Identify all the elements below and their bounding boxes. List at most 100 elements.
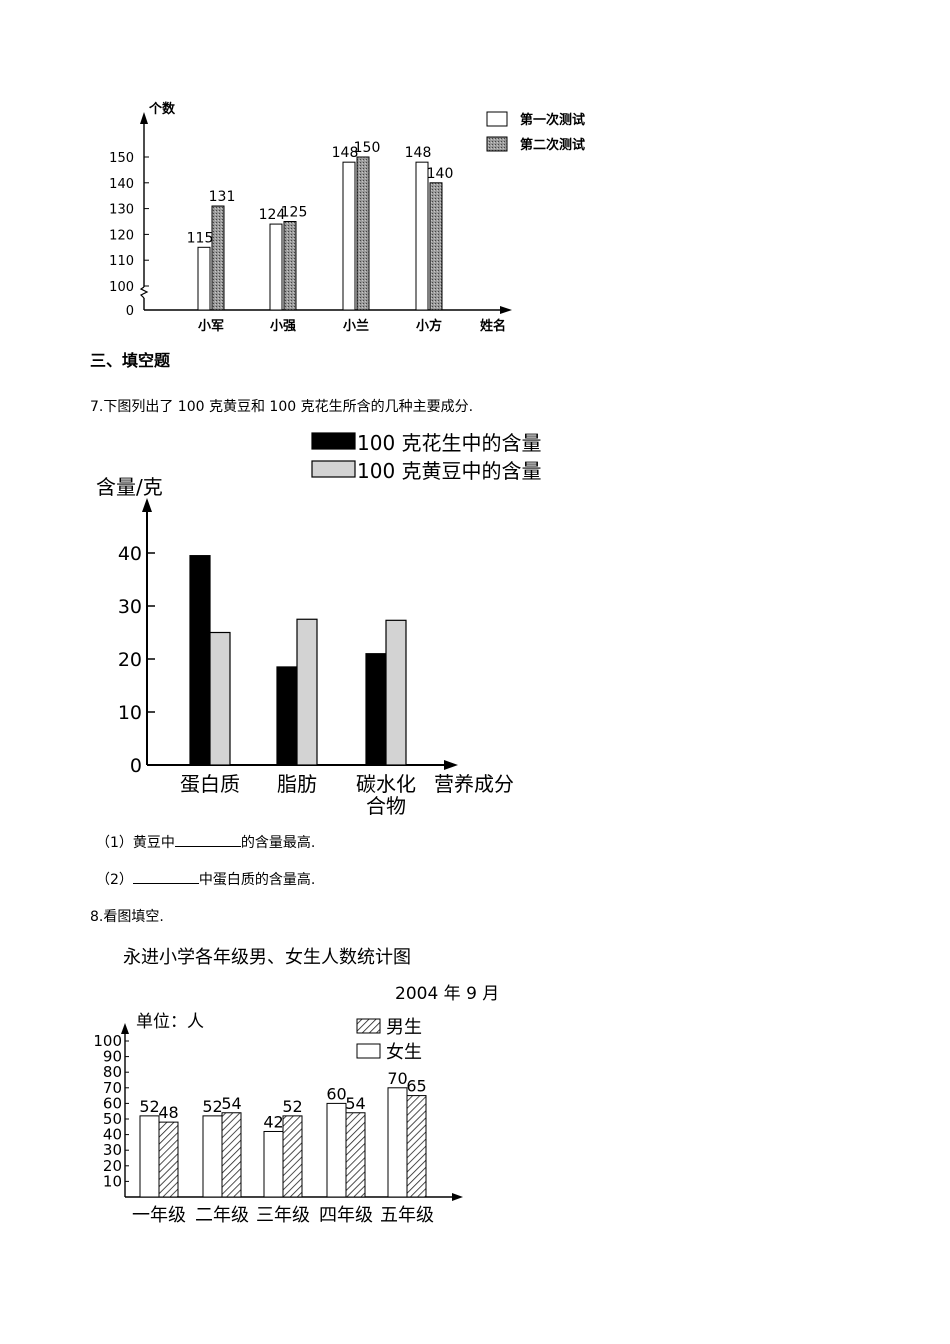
axis-break bbox=[139, 286, 149, 299]
data-label: 124 bbox=[259, 207, 286, 223]
bar-boys bbox=[406, 1095, 427, 1198]
bar-soybean bbox=[209, 631, 231, 766]
data-label: 65 bbox=[406, 1077, 426, 1096]
unit-label: 单位：人 bbox=[136, 1012, 204, 1032]
y-tick-label: 50 bbox=[103, 1110, 122, 1128]
data-label: 148 bbox=[405, 145, 432, 161]
x-tick-label: 蛋白质 bbox=[180, 772, 240, 796]
y-tick-label: 90 bbox=[103, 1048, 122, 1066]
y-tick-label: 10 bbox=[118, 702, 142, 724]
y-tick-label: 40 bbox=[118, 543, 142, 565]
x-axis-label: 营养成分 bbox=[434, 772, 514, 796]
bar-first-test bbox=[269, 223, 283, 311]
question-8-stem: 8.看图填空. bbox=[90, 909, 164, 925]
x-tick-label: 一年级 bbox=[132, 1205, 186, 1226]
x-tick-label: 碳水化 bbox=[356, 772, 416, 796]
data-label: 54 bbox=[221, 1094, 241, 1113]
legend-swatch bbox=[311, 432, 356, 450]
y-axis-label: 含量/克 bbox=[96, 475, 163, 499]
data-label: 48 bbox=[158, 1103, 178, 1122]
x-tick-label: 小兰 bbox=[343, 318, 369, 334]
bar-second-test bbox=[356, 156, 370, 311]
bar-soybean bbox=[385, 619, 407, 766]
y-tick-label: 20 bbox=[103, 1157, 122, 1175]
bar-girls bbox=[326, 1102, 347, 1198]
data-label: 52 bbox=[202, 1097, 222, 1116]
x-axis-arrow bbox=[500, 306, 512, 314]
legend-swatch bbox=[311, 460, 356, 478]
question-7-sub2-suffix: 中蛋白质的含量高. bbox=[198, 872, 316, 888]
y-tick-label: 100 bbox=[109, 280, 134, 295]
chart-title: 永进小学各年级男、女生人数统计图 bbox=[123, 947, 411, 968]
legend-label: 第二次测试 bbox=[520, 137, 585, 153]
x-tick-label: 二年级 bbox=[195, 1205, 249, 1226]
y-axis-arrow bbox=[142, 498, 152, 512]
bar-boys bbox=[221, 1112, 242, 1198]
bar-girls bbox=[263, 1130, 284, 1198]
data-label: 54 bbox=[345, 1094, 365, 1113]
legend-label: 女生 bbox=[386, 1042, 422, 1063]
bar-boys bbox=[158, 1121, 179, 1198]
y-tick-label: 120 bbox=[109, 228, 134, 243]
data-label: 52 bbox=[139, 1097, 159, 1116]
y-tick-label: 140 bbox=[109, 177, 134, 192]
x-tick-label: 小强 bbox=[270, 319, 296, 334]
y-tick-label: 150 bbox=[109, 151, 134, 166]
legend-swatch bbox=[486, 136, 508, 152]
x-axis-arrow bbox=[444, 760, 458, 770]
y-tick-label: 0 bbox=[126, 304, 134, 319]
legend-label: 男生 bbox=[386, 1017, 422, 1038]
question-7-sub1-suffix: 的含量最高. bbox=[240, 835, 316, 851]
data-label: 131 bbox=[209, 189, 236, 205]
y-tick-label: 130 bbox=[109, 203, 134, 218]
answer-blank-2[interactable] bbox=[132, 869, 199, 884]
y-tick-label: 80 bbox=[103, 1063, 122, 1081]
question-7-sub1: （1）黄豆中 的含量最高. bbox=[96, 832, 315, 852]
bar-girls bbox=[387, 1087, 408, 1198]
y-tick-label: 0 bbox=[130, 755, 142, 777]
bar-second-test bbox=[429, 182, 443, 311]
data-label: 150 bbox=[354, 140, 381, 156]
bar-first-test bbox=[342, 161, 356, 311]
bar-soybean bbox=[296, 618, 318, 766]
data-label: 70 bbox=[387, 1069, 407, 1088]
answer-blank-1[interactable] bbox=[174, 832, 241, 847]
question-7-sub2-prefix: （2） bbox=[96, 872, 133, 888]
bar-peanut bbox=[365, 653, 387, 766]
bar-second-test bbox=[211, 205, 225, 311]
data-label: 140 bbox=[427, 166, 454, 182]
x-axis-label: 姓名 bbox=[479, 318, 506, 334]
chart-subtitle: 2004 年 9 月 bbox=[395, 984, 499, 1004]
question-7-sub1-prefix: （1）黄豆中 bbox=[96, 835, 175, 851]
x-tick-label: 合物 bbox=[366, 794, 406, 818]
bar-second-test bbox=[283, 221, 297, 311]
data-label: 148 bbox=[332, 145, 359, 161]
bar-peanut bbox=[276, 666, 298, 766]
question-7-stem: 7.下图列出了 100 克黄豆和 100 克花生所含的几种主要成分. bbox=[90, 399, 474, 415]
x-axis-arrow bbox=[452, 1193, 463, 1201]
x-tick-label: 小军 bbox=[198, 319, 224, 334]
legend-swatch bbox=[356, 1018, 381, 1034]
bar-girls bbox=[139, 1115, 160, 1198]
legend-label: 100 克花生中的含量 bbox=[357, 431, 542, 455]
bar-boys bbox=[345, 1112, 366, 1198]
legend-label: 100 克黄豆中的含量 bbox=[357, 459, 542, 483]
y-tick-label: 20 bbox=[118, 649, 142, 671]
x-tick-label: 五年级 bbox=[380, 1205, 434, 1226]
bar-boys bbox=[282, 1115, 303, 1198]
data-label: 115 bbox=[187, 230, 214, 246]
y-tick-label: 70 bbox=[103, 1079, 122, 1097]
x-tick-label: 脂肪 bbox=[277, 772, 317, 796]
y-axis-label: 个数 bbox=[148, 101, 176, 117]
y-tick-label: 60 bbox=[103, 1094, 122, 1112]
y-tick-label: 30 bbox=[103, 1141, 122, 1159]
question-7-sub2: （2） 中蛋白质的含量高. bbox=[96, 869, 315, 889]
legend-swatch bbox=[486, 111, 508, 127]
bar-girls bbox=[202, 1115, 223, 1198]
y-tick-label: 110 bbox=[109, 254, 134, 269]
data-label: 42 bbox=[263, 1112, 283, 1131]
x-tick-label: 三年级 bbox=[256, 1205, 310, 1226]
